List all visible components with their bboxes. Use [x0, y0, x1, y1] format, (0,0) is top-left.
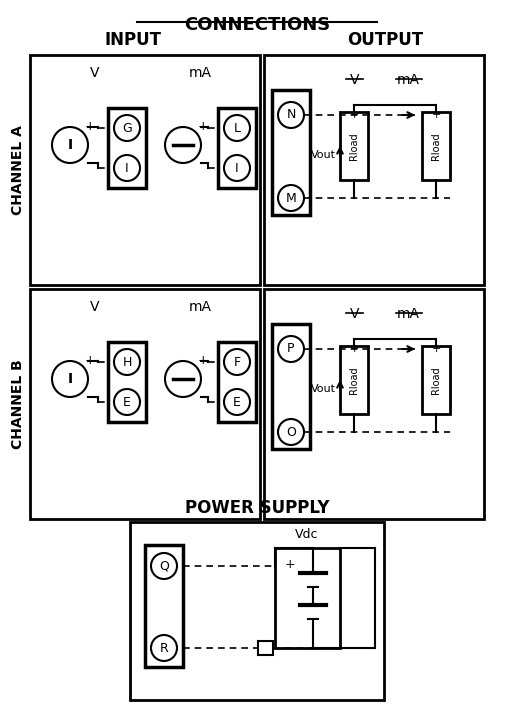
Bar: [258, 641, 273, 655]
Circle shape: [114, 115, 140, 141]
Bar: [340, 346, 368, 414]
Text: F: F: [233, 356, 241, 369]
Bar: [108, 108, 146, 188]
Circle shape: [52, 127, 88, 163]
Circle shape: [224, 155, 250, 181]
Text: +: +: [285, 558, 296, 571]
Text: Rload: Rload: [349, 366, 359, 394]
Circle shape: [151, 553, 177, 579]
Circle shape: [278, 336, 304, 362]
Bar: [340, 112, 368, 180]
Circle shape: [52, 361, 88, 397]
Circle shape: [278, 419, 304, 445]
Text: G: G: [122, 121, 132, 134]
Bar: [264, 289, 484, 519]
Text: -: -: [88, 156, 92, 169]
Text: R: R: [160, 641, 169, 654]
Circle shape: [114, 349, 140, 375]
Text: M: M: [286, 191, 297, 204]
Text: CONNECTIONS: CONNECTIONS: [184, 16, 330, 34]
Text: H: H: [122, 356, 132, 369]
Text: mA: mA: [396, 73, 419, 87]
Circle shape: [224, 349, 250, 375]
Bar: [264, 55, 484, 285]
Text: I: I: [67, 372, 72, 386]
Text: -: -: [201, 390, 205, 403]
Text: Q: Q: [159, 560, 169, 572]
Bar: [145, 545, 183, 667]
Text: E: E: [233, 395, 241, 409]
Text: mA: mA: [396, 307, 419, 321]
Bar: [108, 342, 146, 422]
Bar: [218, 108, 256, 188]
Bar: [272, 324, 310, 449]
Text: L: L: [233, 121, 241, 134]
Circle shape: [165, 127, 201, 163]
Text: mA: mA: [189, 300, 211, 314]
Text: CHANNEL B: CHANNEL B: [11, 359, 25, 449]
Bar: [130, 522, 384, 700]
Bar: [218, 342, 256, 422]
Text: Vdc: Vdc: [295, 529, 319, 542]
Text: I: I: [235, 161, 239, 174]
Text: +: +: [198, 121, 208, 134]
Bar: [275, 548, 340, 648]
Text: Rload: Rload: [431, 132, 441, 160]
Circle shape: [114, 389, 140, 415]
Text: mA: mA: [189, 66, 211, 80]
Text: I: I: [125, 161, 129, 174]
Text: Vout: Vout: [311, 150, 336, 160]
Text: -: -: [88, 390, 92, 403]
Text: P: P: [287, 342, 295, 356]
Text: Rload: Rload: [431, 366, 441, 394]
Text: +: +: [85, 121, 95, 134]
Circle shape: [114, 155, 140, 181]
Text: V: V: [90, 66, 100, 80]
Text: INPUT: INPUT: [104, 31, 161, 49]
Text: E: E: [123, 395, 131, 409]
Text: -: -: [201, 156, 205, 169]
Bar: [272, 90, 310, 215]
Text: +: +: [350, 344, 359, 354]
Circle shape: [224, 115, 250, 141]
Circle shape: [165, 361, 201, 397]
Text: POWER SUPPLY: POWER SUPPLY: [185, 499, 329, 517]
Text: +: +: [431, 344, 440, 354]
Text: N: N: [286, 108, 296, 121]
Text: O: O: [286, 425, 296, 438]
Bar: [422, 112, 450, 180]
Text: V: V: [90, 300, 100, 314]
Bar: [30, 55, 260, 285]
Text: V: V: [350, 307, 360, 321]
Circle shape: [224, 389, 250, 415]
Bar: [30, 289, 260, 519]
Circle shape: [151, 635, 177, 661]
Text: +: +: [350, 110, 359, 120]
Text: CHANNEL A: CHANNEL A: [11, 125, 25, 215]
Circle shape: [278, 185, 304, 211]
Text: V: V: [350, 73, 360, 87]
Text: +: +: [431, 110, 440, 120]
Bar: [422, 346, 450, 414]
Text: Vout: Vout: [311, 384, 336, 394]
Text: OUTPUT: OUTPUT: [347, 31, 423, 49]
Text: Rload: Rload: [349, 132, 359, 160]
Text: +: +: [85, 355, 95, 368]
Text: +: +: [198, 355, 208, 368]
Text: I: I: [67, 138, 72, 152]
Circle shape: [278, 102, 304, 128]
